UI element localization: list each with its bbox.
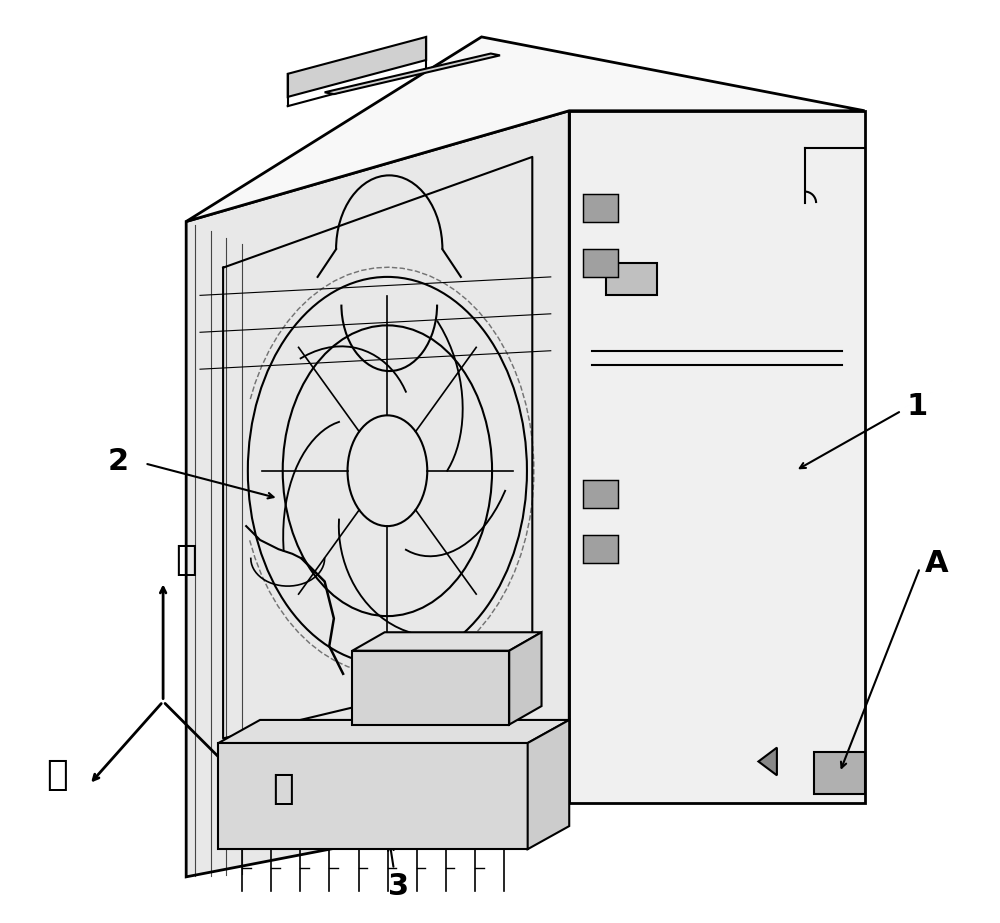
Text: A: A — [925, 548, 948, 578]
Bar — [583, 535, 618, 563]
Polygon shape — [758, 748, 777, 775]
Text: 上: 上 — [175, 543, 197, 577]
Polygon shape — [218, 743, 528, 849]
Bar — [583, 249, 618, 277]
Polygon shape — [218, 720, 569, 743]
Polygon shape — [186, 37, 865, 222]
Polygon shape — [814, 752, 865, 794]
Polygon shape — [325, 54, 500, 94]
Text: 2: 2 — [108, 447, 129, 476]
Polygon shape — [569, 111, 865, 803]
Text: 1: 1 — [906, 391, 927, 421]
Text: 前: 前 — [46, 759, 68, 792]
Bar — [583, 194, 618, 222]
Polygon shape — [352, 632, 542, 651]
Bar — [583, 480, 618, 508]
Polygon shape — [352, 651, 509, 725]
Polygon shape — [186, 111, 569, 877]
Text: 右: 右 — [272, 773, 294, 806]
Polygon shape — [528, 720, 569, 849]
Text: 3: 3 — [388, 872, 409, 901]
Polygon shape — [509, 632, 542, 725]
Bar — [606, 263, 657, 295]
Polygon shape — [288, 37, 426, 97]
